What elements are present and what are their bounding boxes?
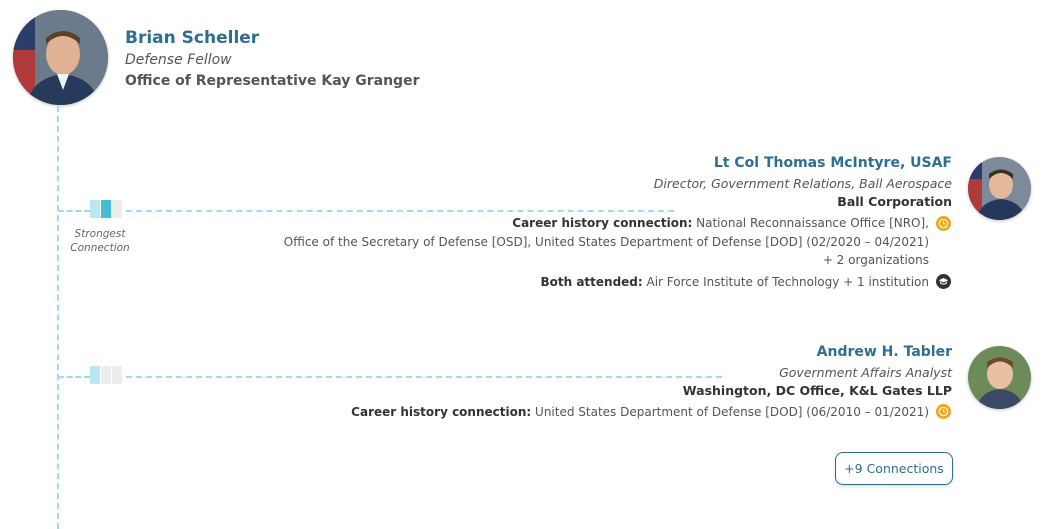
connector-line bbox=[58, 210, 90, 212]
strongest-connection-label: Strongest Connection bbox=[70, 228, 130, 254]
career-history-detail: Career history connection: National Reco… bbox=[512, 216, 929, 230]
more-organizations[interactable]: + 2 organizations bbox=[822, 253, 929, 267]
connector-line bbox=[126, 376, 722, 378]
career-history-detail: Office of the Secretary of Defense [OSD]… bbox=[283, 235, 929, 249]
clock-icon[interactable] bbox=[936, 216, 951, 231]
connection-organization: Washington, DC Office, K&L Gates LLP bbox=[682, 383, 952, 398]
connection-title: Director, Government Relations, Ball Aer… bbox=[653, 176, 952, 191]
connection-avatar[interactable] bbox=[968, 346, 1031, 409]
more-connections-button[interactable]: +9 Connections bbox=[835, 452, 953, 485]
connector-line bbox=[58, 376, 90, 378]
main-person-organization: Office of Representative Kay Granger bbox=[125, 73, 420, 89]
graduation-cap-icon[interactable] bbox=[936, 274, 951, 289]
connection-name[interactable]: Lt Col Thomas McIntyre, USAF bbox=[713, 155, 952, 171]
timeline-line bbox=[57, 106, 59, 529]
career-history-detail: Career history connection: United States… bbox=[351, 405, 929, 419]
main-person-title: Defense Fellow bbox=[125, 52, 232, 68]
strength-meter bbox=[90, 200, 122, 218]
main-person-avatar[interactable] bbox=[13, 10, 108, 105]
clock-icon[interactable] bbox=[936, 404, 951, 419]
main-person-name[interactable]: Brian Scheller bbox=[125, 28, 260, 48]
connection-avatar[interactable] bbox=[968, 157, 1031, 220]
connector-line bbox=[126, 210, 674, 212]
strength-meter bbox=[90, 366, 122, 384]
connection-organization: Ball Corporation bbox=[837, 194, 952, 209]
education-detail: Both attended: Air Force Institute of Te… bbox=[540, 275, 929, 289]
connection-title: Government Affairs Analyst bbox=[779, 365, 952, 380]
connection-name[interactable]: Andrew H. Tabler bbox=[816, 344, 952, 360]
